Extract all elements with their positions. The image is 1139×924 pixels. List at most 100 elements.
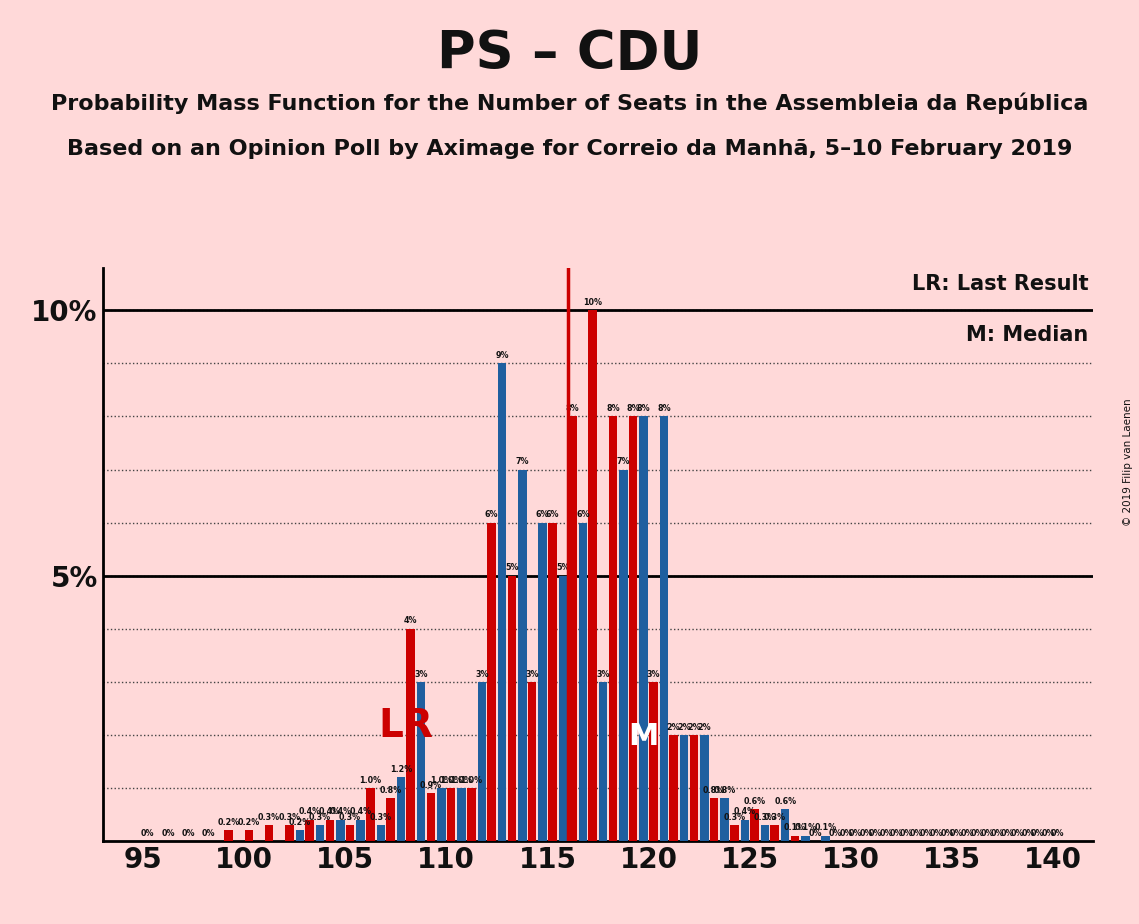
Text: 0%: 0% [920, 829, 934, 838]
Text: 1.0%: 1.0% [431, 775, 452, 784]
Bar [589, 310, 597, 841]
Bar [477, 682, 486, 841]
Text: 0.1%: 0.1% [784, 823, 806, 833]
Text: 0%: 0% [981, 829, 994, 838]
Text: 1.0%: 1.0% [451, 775, 473, 784]
Text: 0%: 0% [809, 829, 822, 838]
Text: Probability Mass Function for the Number of Seats in the Assembleia da República: Probability Mass Function for the Number… [51, 92, 1088, 114]
Text: 0%: 0% [829, 829, 842, 838]
Bar [346, 825, 354, 841]
Text: 8%: 8% [626, 405, 640, 413]
Bar [689, 735, 698, 841]
Text: 0.4%: 0.4% [319, 808, 341, 817]
Bar [437, 788, 445, 841]
Bar [790, 835, 800, 841]
Text: 0%: 0% [1041, 829, 1055, 838]
Text: 0%: 0% [991, 829, 1003, 838]
Bar [316, 825, 325, 841]
Bar [740, 820, 749, 841]
Text: 0%: 0% [1022, 829, 1034, 838]
Text: 0%: 0% [849, 829, 862, 838]
Text: 6%: 6% [535, 510, 549, 519]
Text: 0.3%: 0.3% [754, 813, 776, 821]
Bar [761, 825, 769, 841]
Text: 0%: 0% [162, 829, 174, 838]
Bar [730, 825, 738, 841]
Bar [427, 793, 435, 841]
Text: 8%: 8% [637, 405, 650, 413]
Text: 2%: 2% [666, 723, 680, 732]
Bar [700, 735, 708, 841]
Text: 1.0%: 1.0% [359, 775, 382, 784]
Text: 0%: 0% [950, 829, 964, 838]
Bar [608, 417, 617, 841]
Text: 0.1%: 0.1% [814, 823, 837, 833]
Bar [396, 777, 405, 841]
Bar [659, 417, 669, 841]
Text: 2%: 2% [697, 723, 711, 732]
Bar [710, 798, 719, 841]
Text: 0%: 0% [929, 829, 943, 838]
Bar [579, 523, 588, 841]
Text: 0%: 0% [869, 829, 883, 838]
Text: 0.1%: 0.1% [794, 823, 817, 833]
Text: 0%: 0% [202, 829, 215, 838]
Bar [305, 820, 314, 841]
Text: 1.0%: 1.0% [440, 775, 462, 784]
Text: PS – CDU: PS – CDU [437, 28, 702, 79]
Bar [467, 788, 476, 841]
Text: 4%: 4% [404, 616, 418, 626]
Bar [518, 469, 526, 841]
Text: 0.2%: 0.2% [238, 818, 260, 827]
Text: 3%: 3% [597, 670, 611, 678]
Bar [336, 820, 345, 841]
Text: 7%: 7% [616, 457, 630, 467]
Text: 0%: 0% [910, 829, 923, 838]
Bar [366, 788, 375, 841]
Text: 0.2%: 0.2% [289, 818, 311, 827]
Text: 2%: 2% [678, 723, 691, 732]
Text: 0%: 0% [181, 829, 195, 838]
Text: 0.4%: 0.4% [350, 808, 371, 817]
Bar [558, 576, 567, 841]
Bar [539, 523, 547, 841]
Bar [629, 417, 638, 841]
Bar [458, 788, 466, 841]
Text: 0%: 0% [1001, 829, 1015, 838]
Text: 0%: 0% [839, 829, 853, 838]
Text: 1.0%: 1.0% [460, 775, 483, 784]
Text: 9%: 9% [495, 351, 509, 360]
Text: 8%: 8% [566, 405, 580, 413]
Bar [680, 735, 688, 841]
Bar [751, 809, 759, 841]
Bar [417, 682, 426, 841]
Text: 0%: 0% [141, 829, 155, 838]
Bar [446, 788, 456, 841]
Text: © 2019 Filip van Laenen: © 2019 Filip van Laenen [1123, 398, 1133, 526]
Text: 0.3%: 0.3% [259, 813, 280, 821]
Text: 0%: 0% [1031, 829, 1044, 838]
Text: 1.2%: 1.2% [390, 765, 412, 774]
Text: M: Median: M: Median [966, 325, 1089, 346]
Text: 0%: 0% [970, 829, 984, 838]
Text: 0.3%: 0.3% [723, 813, 745, 821]
Text: 0%: 0% [860, 829, 872, 838]
Text: 0.2%: 0.2% [218, 818, 240, 827]
Bar [357, 820, 364, 841]
Text: 6%: 6% [485, 510, 499, 519]
Text: 0.3%: 0.3% [278, 813, 301, 821]
Text: LR: Last Result: LR: Last Result [912, 274, 1089, 294]
Text: 0.3%: 0.3% [370, 813, 392, 821]
Bar [599, 682, 607, 841]
Bar [620, 469, 628, 841]
Text: 2%: 2% [687, 723, 700, 732]
Text: LR: LR [378, 708, 433, 746]
Text: 8%: 8% [657, 405, 671, 413]
Text: 0%: 0% [879, 829, 893, 838]
Text: 0.8%: 0.8% [379, 786, 402, 796]
Bar [285, 825, 294, 841]
Text: 0.8%: 0.8% [713, 786, 736, 796]
Text: 0.3%: 0.3% [763, 813, 786, 821]
Text: 5%: 5% [505, 564, 518, 573]
Text: 0%: 0% [1010, 829, 1024, 838]
